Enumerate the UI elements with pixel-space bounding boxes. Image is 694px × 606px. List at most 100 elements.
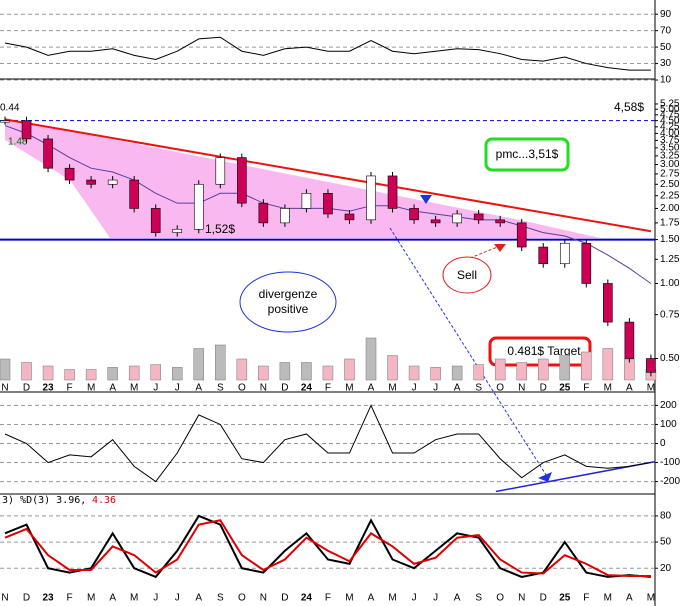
x-tick-label: M: [388, 383, 396, 394]
candle: [473, 213, 484, 221]
annotation: divergenze: [259, 287, 318, 301]
volume-bar: [559, 355, 571, 381]
y-tick-label: 70: [660, 25, 672, 36]
y-tick-label: 5.00: [660, 104, 680, 115]
x-tick-label: N: [518, 383, 525, 394]
y-tick-label: 0.50: [660, 353, 680, 364]
y-tick-label: 80: [660, 511, 672, 522]
candle: [624, 321, 635, 359]
x-tick-label: 23: [42, 593, 54, 604]
y-tick-label: 5.25: [660, 99, 680, 110]
y-tick-label: 200: [660, 400, 677, 411]
annotation: Sell: [457, 268, 477, 282]
x-tick-label: 25: [559, 593, 571, 604]
annotation: 0.44: [0, 103, 20, 114]
x-tick-label: J: [175, 593, 180, 604]
sell-line: [469, 245, 501, 259]
candle: [646, 358, 656, 373]
y-tick-label: 4.50: [660, 115, 680, 126]
volume-bar: [236, 358, 248, 381]
volume-bar: [0, 358, 11, 381]
candle: [430, 219, 441, 224]
x-tick-label: F: [67, 383, 73, 394]
x-tick-label: J: [175, 383, 180, 394]
annotation: positive: [268, 302, 309, 316]
volume-bar: [538, 358, 549, 381]
x-tick-label: J: [412, 593, 417, 604]
candle: [409, 208, 419, 221]
y-tick-label: 2.00: [660, 203, 680, 214]
x-tick-label: M: [604, 593, 612, 604]
y-tick-label: 2.50: [660, 179, 680, 190]
x-tick-label: M: [345, 593, 353, 604]
volume-bar: [516, 362, 527, 381]
x-tick-label: M: [647, 383, 655, 394]
x-tick-label: A: [195, 383, 202, 394]
trend-line: [4, 118, 652, 233]
volume-bar: [408, 365, 420, 381]
y-tick-label: -200: [660, 476, 680, 487]
volume-bar: [322, 365, 334, 381]
candle: [495, 219, 505, 224]
arrow: [494, 244, 506, 252]
volume-bar: [171, 367, 183, 381]
candle: [581, 242, 592, 284]
volume-bar: [64, 369, 75, 381]
candle: [193, 183, 204, 230]
volume-bar: [128, 365, 140, 381]
volume-bar: [215, 344, 226, 381]
volume-bar: [365, 337, 377, 381]
x-tick-label: D: [281, 593, 288, 604]
x-tick-label: D: [23, 383, 30, 394]
divergence-line: [389, 227, 549, 479]
candle: [452, 213, 462, 224]
y-tick-label: 3.25: [660, 151, 680, 162]
y-tick-label: 4.00: [660, 128, 680, 139]
x-tick-label: M: [87, 383, 95, 394]
candle: [366, 175, 376, 221]
x-tick-label: F: [583, 593, 589, 604]
x-tick-label: N: [260, 383, 267, 394]
volume-bar: [85, 369, 97, 381]
pmc-box: [484, 137, 570, 172]
x-tick-label: F: [325, 593, 331, 604]
x-tick-label: J: [433, 383, 438, 394]
legend: 4.36: [92, 495, 116, 506]
sell-ellipse: [442, 256, 492, 294]
y-tick-label: 4.75: [660, 109, 680, 120]
volume-bar: [301, 362, 312, 381]
annotation: 4,58$: [614, 100, 644, 114]
candle: [280, 208, 290, 224]
arrow: [538, 472, 552, 482]
candle: [258, 202, 269, 224]
candle: [129, 179, 139, 209]
y-tick-label: 50: [660, 42, 672, 53]
y-tick-label: 10: [660, 75, 672, 86]
volume-bar: [107, 367, 118, 381]
divergence-ellipse: [239, 271, 337, 333]
x-tick-label: A: [368, 383, 375, 394]
x-tick-label: A: [368, 593, 375, 604]
x-tick-label: O: [238, 383, 246, 394]
y-tick-label: 30: [660, 58, 672, 69]
indicator-line: [4, 519, 651, 578]
y-tick-label: 4.25: [660, 121, 680, 132]
y-tick-label: 1.75: [660, 218, 680, 229]
volume-bar: [473, 364, 484, 381]
volume-bar: [279, 362, 291, 381]
y-tick-label: 3.50: [660, 142, 680, 153]
y-tick-label: 90: [660, 9, 672, 20]
candle: [43, 138, 53, 169]
annotation: 1,52$: [205, 222, 235, 236]
x-tick-label: N: [1, 593, 8, 604]
x-tick-label: A: [195, 593, 202, 604]
x-tick-label: N: [518, 593, 525, 604]
indicator-line: [4, 36, 651, 71]
candle: [172, 228, 183, 233]
volume-bar: [258, 365, 269, 381]
x-tick-label: A: [109, 383, 116, 394]
volume-bar: [602, 348, 614, 381]
volume-bar: [581, 351, 592, 381]
y-tick-label: 2.75: [660, 169, 680, 180]
